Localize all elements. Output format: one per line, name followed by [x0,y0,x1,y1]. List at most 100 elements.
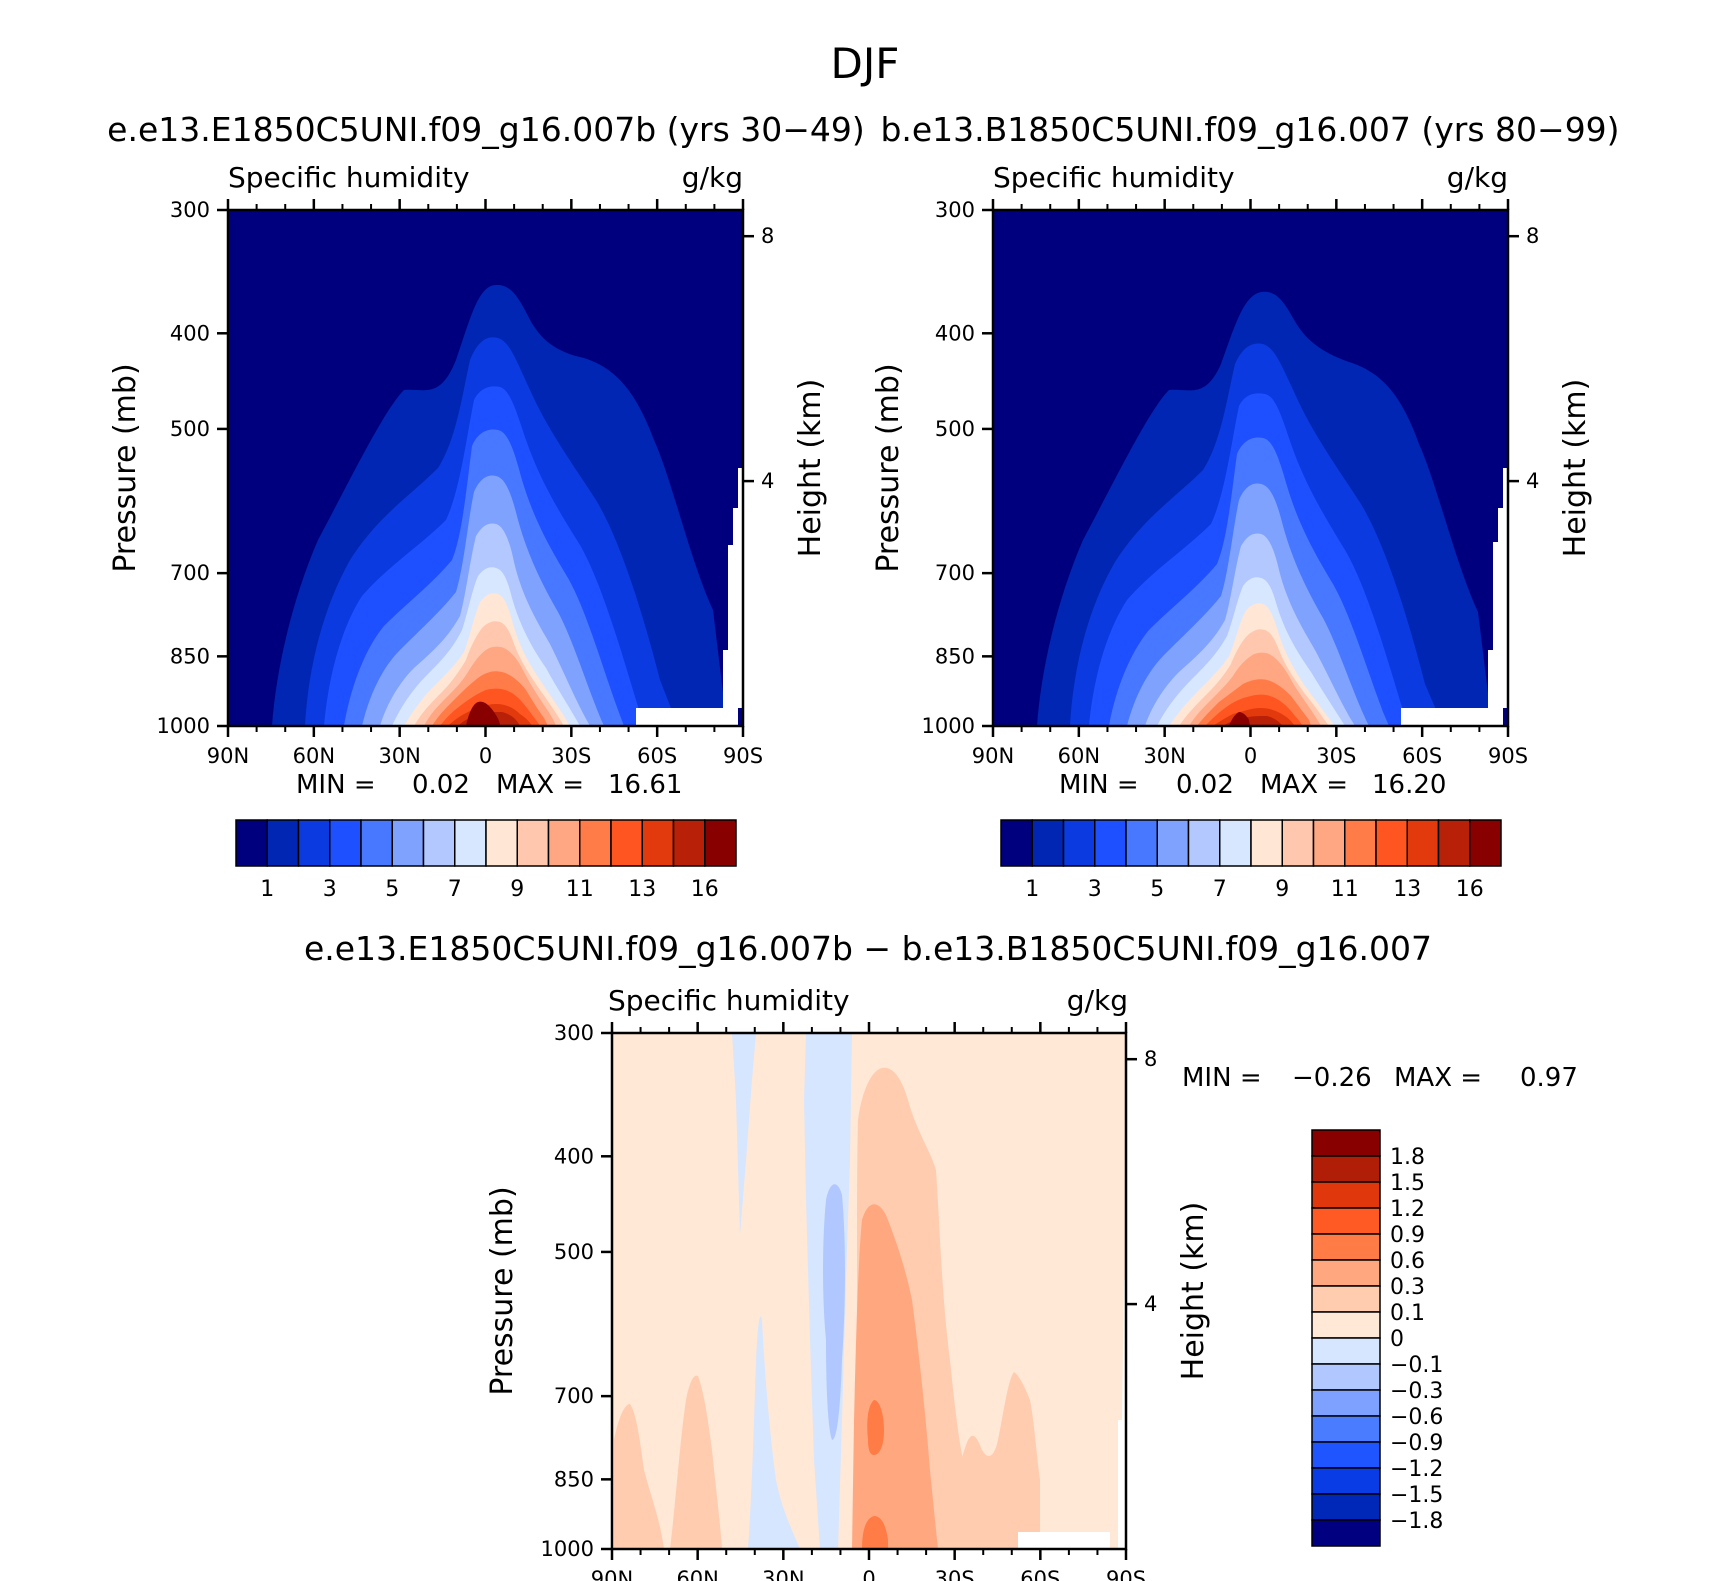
units-label-left: g/kg [682,161,743,194]
x-tick-label: 0 [1244,744,1257,768]
y-tick-label: 700 [935,561,975,585]
colorbar-box [297,819,331,867]
colorbar-box [422,819,456,867]
diff-region-neg [748,1316,800,1549]
case-title-diff: e.e13.E1850C5UNI.f09_g16.007b − b.e13.B1… [304,929,1432,968]
colorbar-label: −0.6 [1390,1405,1443,1430]
y-tick-label: 300 [935,198,975,222]
y-tick-label: 1000 [922,714,975,738]
y-tick-label: 850 [935,644,975,668]
colorbar-box [579,819,612,867]
colorbar-label: 1.5 [1390,1171,1425,1196]
colorbar-label: 11 [1331,877,1359,902]
colorbar-label: 13 [628,877,656,902]
missing-data-mask [636,708,738,726]
x-tick-label: 30N [378,744,420,768]
contour-level-15 [466,701,500,726]
colorbar-label: 11 [566,877,594,902]
max-value-left: 16.61 [608,770,682,800]
min-value-left: 0.02 [412,770,470,800]
figure-title: DJF [831,39,900,88]
colorbar-label: 0.3 [1390,1275,1425,1300]
colorbar-label: 0.6 [1390,1249,1425,1274]
colorbar-label: 5 [385,877,399,902]
x-tick-label: 30S [551,744,591,768]
colorbar-box [610,819,643,867]
colorbar-box [1311,1467,1381,1495]
x-tick-label: 30S [935,1567,975,1581]
colorbar-label: −0.3 [1390,1379,1443,1404]
colorbar-label: −1.5 [1390,1483,1443,1508]
diff-region-pos [944,1372,1040,1549]
x-tick-label: 30N [762,1567,804,1581]
diff-region-pos [670,1375,722,1549]
diff-region-pos2 [852,1204,938,1549]
colorbar-label: 1.2 [1390,1197,1425,1222]
y-tick-label: 700 [170,561,210,585]
min-value-right: 0.02 [1176,770,1234,800]
colorbar-box [266,819,300,867]
y-tick-label: 400 [554,1144,594,1168]
colorbar-box [516,819,550,867]
colorbar-box [1469,819,1502,867]
x-tick-label: 60N [1058,744,1100,768]
colorbar-box [1375,819,1408,867]
colorbar-box [454,819,487,867]
missing-data-mask [1401,708,1503,726]
x-tick-label: 90N [591,1567,633,1581]
colorbar-label: 3 [323,877,337,902]
axes-right: 300 400 500 700 850 1000 8 4 90N 60N 30N 0 30S 60S 90S [922,198,1540,768]
y-tick-label: 1000 [157,714,210,738]
y-tick-label: 1000 [541,1537,594,1561]
colorbar-box [1311,1415,1381,1443]
min-label-right: MIN = [1059,770,1139,800]
min-value-diff: −0.26 [1292,1063,1372,1093]
x-tick-label: 60N [293,744,335,768]
colorbar-box [1312,819,1346,867]
x-tick-label: 90S [1106,1567,1146,1581]
diff-region-pos3 [867,1400,884,1455]
colorbar-box [1311,1389,1381,1417]
colorbar-label: 16 [691,877,719,902]
y-tick-label: 400 [170,321,210,345]
colorbar-box [235,819,268,867]
colorbar-box [1437,819,1471,867]
max-value-right: 16.20 [1372,770,1446,800]
colorbar-box [672,819,706,867]
contour-plot-left [228,210,743,726]
max-label-diff: MAX = [1394,1063,1482,1093]
units-label-right: g/kg [1447,161,1508,194]
colorbar-label: 1 [260,877,274,902]
y-tick-label: 300 [170,198,210,222]
colorbar-box [1311,1207,1381,1235]
height-tick-label: 8 [1526,224,1539,248]
colorbar-label: −1.8 [1390,1509,1443,1534]
colorbar-box [1156,819,1190,867]
contour-plot-diff [612,1033,1126,1549]
y-axis-label-right: Height (km) [1176,1202,1211,1381]
case-title-left: e.e13.E1850C5UNI.f09_g16.007b (yrs 30−49… [107,110,865,149]
colorbar-box [485,819,518,867]
colorbar-box [1311,1337,1381,1365]
colorbar-box [391,819,425,867]
panel-right: b.e13.B1850C5UNI.f09_g16.007 (yrs 80−99)… [871,110,1620,902]
contour-level-15 [1229,712,1250,726]
y-axis-label-left: Pressure (mb) [871,363,906,572]
colorbar-box [1311,1285,1381,1313]
missing-data-mask [1118,1280,1126,1549]
colorbar-label: 0.1 [1390,1301,1425,1326]
y-tick-label: 850 [170,644,210,668]
x-tick-label: 30S [1316,744,1356,768]
missing-data-mask [1018,1532,1110,1549]
colorbar-label: 5 [1150,877,1164,902]
diff-region-neg [732,1033,756,1235]
colorbar-label: 3 [1088,877,1102,902]
panel-diff: e.e13.E1850C5UNI.f09_g16.007b − b.e13.B1… [304,929,1578,1581]
colorbar-box [704,819,737,867]
colorbar-label: 16 [1456,877,1484,902]
x-tick-label: 60S [1020,1567,1060,1581]
colorbar-box [1187,819,1221,867]
x-tick-label: 30N [1143,744,1185,768]
y-axis-label-left: Pressure (mb) [485,1186,520,1395]
y-axis-label-right: Height (km) [1558,379,1593,558]
